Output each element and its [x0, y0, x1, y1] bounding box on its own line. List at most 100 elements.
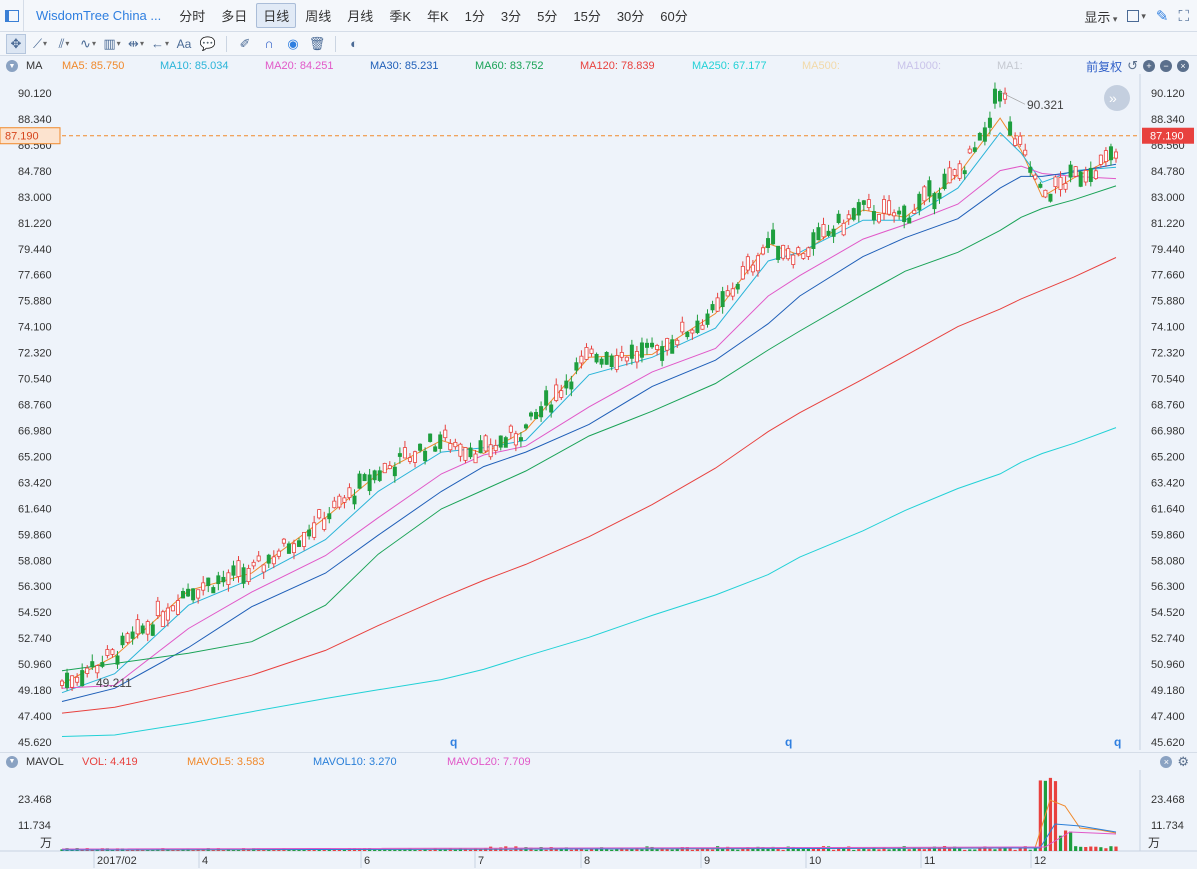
period-tab[interactable]: 季K: [389, 9, 411, 24]
legend-item[interactable]: MA500:: [802, 60, 840, 72]
vol-legend-item[interactable]: MAVOL10: 3.270: [313, 755, 397, 768]
sidebar-icon: [4, 9, 19, 22]
period-tab[interactable]: 多日: [221, 9, 248, 24]
candle-body: [357, 473, 362, 489]
eraser-tool-icon[interactable]: ✐: [239, 35, 251, 51]
volume-chart[interactable]: 23.468 23.468 11.734 11.734 万 万 2017/02 4 6 7 8 9 10…: [0, 770, 1197, 869]
period-tab[interactable]: 3分: [500, 9, 522, 24]
candle-body: [165, 607, 170, 621]
pattern-tool-icon[interactable]: ▥ ▾: [103, 35, 121, 51]
volume-bar: [534, 849, 538, 851]
sidebar-toggle-button[interactable]: [0, 0, 24, 32]
legend-item[interactable]: MA60: 83.752: [475, 60, 544, 72]
close-main-icon[interactable]: ×: [1177, 60, 1189, 72]
candle-body: [1028, 166, 1033, 173]
vol-legend-collapse-icon[interactable]: ▼: [6, 755, 18, 768]
layout-icon[interactable]: ▾: [1127, 10, 1146, 22]
add-indicator-icon[interactable]: +: [1143, 60, 1155, 72]
legend-item[interactable]: MA120: 78.839: [580, 60, 655, 72]
vol-legend-item[interactable]: MAVOL20: 7.709: [447, 755, 531, 768]
pen-icon[interactable]: ✎: [1155, 8, 1169, 25]
low-annotation: 49.211: [96, 676, 132, 690]
candle-body: [760, 247, 765, 255]
legend-item[interactable]: MA10: 85.034: [160, 60, 229, 72]
y-tick-label-left: 65.200: [18, 451, 52, 463]
legend-item[interactable]: MA30: 85.231: [370, 60, 439, 72]
text-tool-icon[interactable]: Aa: [176, 36, 192, 51]
measure-tool-icon[interactable]: ⇹ ▾: [128, 35, 144, 51]
legend-item[interactable]: MA5: 85.750: [62, 60, 125, 72]
candle-body: [418, 443, 423, 451]
visibility-tool-icon[interactable]: ◉: [287, 35, 299, 51]
reset-icon[interactable]: ↺: [1127, 58, 1138, 73]
volume-bar: [1079, 846, 1083, 851]
note-tool-icon[interactable]: 💬: [199, 35, 217, 51]
symbol-title[interactable]: WisdomTree China ...: [36, 8, 162, 23]
period-tab[interactable]: 30分: [616, 9, 645, 24]
volume-bar: [569, 849, 573, 851]
period-tab[interactable]: 1分: [464, 9, 485, 24]
candle-body: [181, 590, 186, 599]
vol-settings-icon[interactable]: ⚙: [1177, 753, 1189, 769]
candle-body: [251, 561, 256, 567]
volume-bar: [211, 849, 215, 851]
period-tab[interactable]: 日线: [256, 3, 297, 28]
volume-bar: [897, 847, 901, 851]
compare-tool-icon[interactable]: ◐: [350, 36, 358, 51]
magnet-tool-icon[interactable]: ∩: [264, 36, 274, 51]
period-tab[interactable]: 分时: [179, 9, 206, 24]
legend-item[interactable]: MA20: 84.251: [265, 60, 334, 72]
vol-legend-item[interactable]: MAVOL5: 3.583: [187, 755, 265, 768]
candle-body: [887, 200, 892, 215]
volume-bar: [998, 848, 1002, 851]
vol-tick-label-right: 11.734: [1151, 820, 1184, 832]
period-tab[interactable]: 5分: [537, 9, 558, 24]
legend-item[interactable]: MA250: 67.177: [692, 60, 767, 72]
volume-bar: [231, 849, 236, 851]
volume-bar: [1069, 831, 1073, 851]
candle-body: [448, 443, 453, 451]
period-tab[interactable]: 周线: [305, 9, 332, 24]
volume-bar: [978, 848, 982, 851]
period-tab[interactable]: 15分: [573, 9, 601, 24]
volume-bar: [958, 848, 962, 851]
wave-tool-icon[interactable]: ∿ ▾: [80, 35, 96, 51]
display-menu[interactable]: 显示 ▾: [1084, 9, 1118, 25]
remove-indicator-icon[interactable]: −: [1160, 60, 1172, 72]
legend-item[interactable]: MA1000:: [897, 60, 942, 72]
channel-tool-icon[interactable]: ⫽ ▾: [58, 35, 70, 51]
line-tool-icon[interactable]: ⟋ ▾: [32, 35, 48, 51]
volume-bar: [947, 847, 952, 851]
volume-bar: [468, 849, 473, 851]
crosshair-tool-icon[interactable]: ✥: [6, 33, 26, 54]
period-tab[interactable]: 年K: [426, 9, 449, 24]
volume-bar: [1003, 848, 1007, 851]
y-tick-label-right: 50.960: [1151, 659, 1185, 671]
candle-body: [155, 600, 160, 617]
volume-bar: [983, 846, 987, 851]
mavol10-line: [61, 823, 1117, 851]
volume-bar: [831, 849, 836, 851]
candle-body: [755, 255, 760, 272]
delete-tool-icon[interactable]: 🗑: [308, 35, 326, 51]
candle-body: [1038, 183, 1043, 188]
candle-body: [569, 381, 574, 390]
candle-body: [402, 447, 407, 459]
period-tab[interactable]: 60分: [660, 9, 688, 24]
arrow-tool-icon[interactable]: ← ▾: [150, 36, 169, 51]
legend-collapse-icon[interactable]: ▼: [6, 60, 18, 72]
candle-body: [327, 513, 332, 520]
fullscreen-icon[interactable]: ⛶: [1178, 7, 1189, 25]
vol-legend-item[interactable]: VOL: 4.419: [82, 755, 138, 768]
period-tab[interactable]: 月线: [347, 9, 374, 24]
vol-indicator-name[interactable]: MAVOL: [26, 755, 64, 768]
candle-body: [644, 342, 649, 348]
candle-body: [942, 173, 947, 190]
candle-body: [856, 202, 861, 216]
adjust-mode-button[interactable]: 前复权: [1086, 59, 1123, 74]
close-vol-icon[interactable]: ×: [1160, 755, 1173, 768]
volume-bar: [922, 849, 926, 851]
legend-item[interactable]: MA1:: [997, 60, 1023, 72]
main-indicator-name[interactable]: MA: [26, 60, 43, 72]
